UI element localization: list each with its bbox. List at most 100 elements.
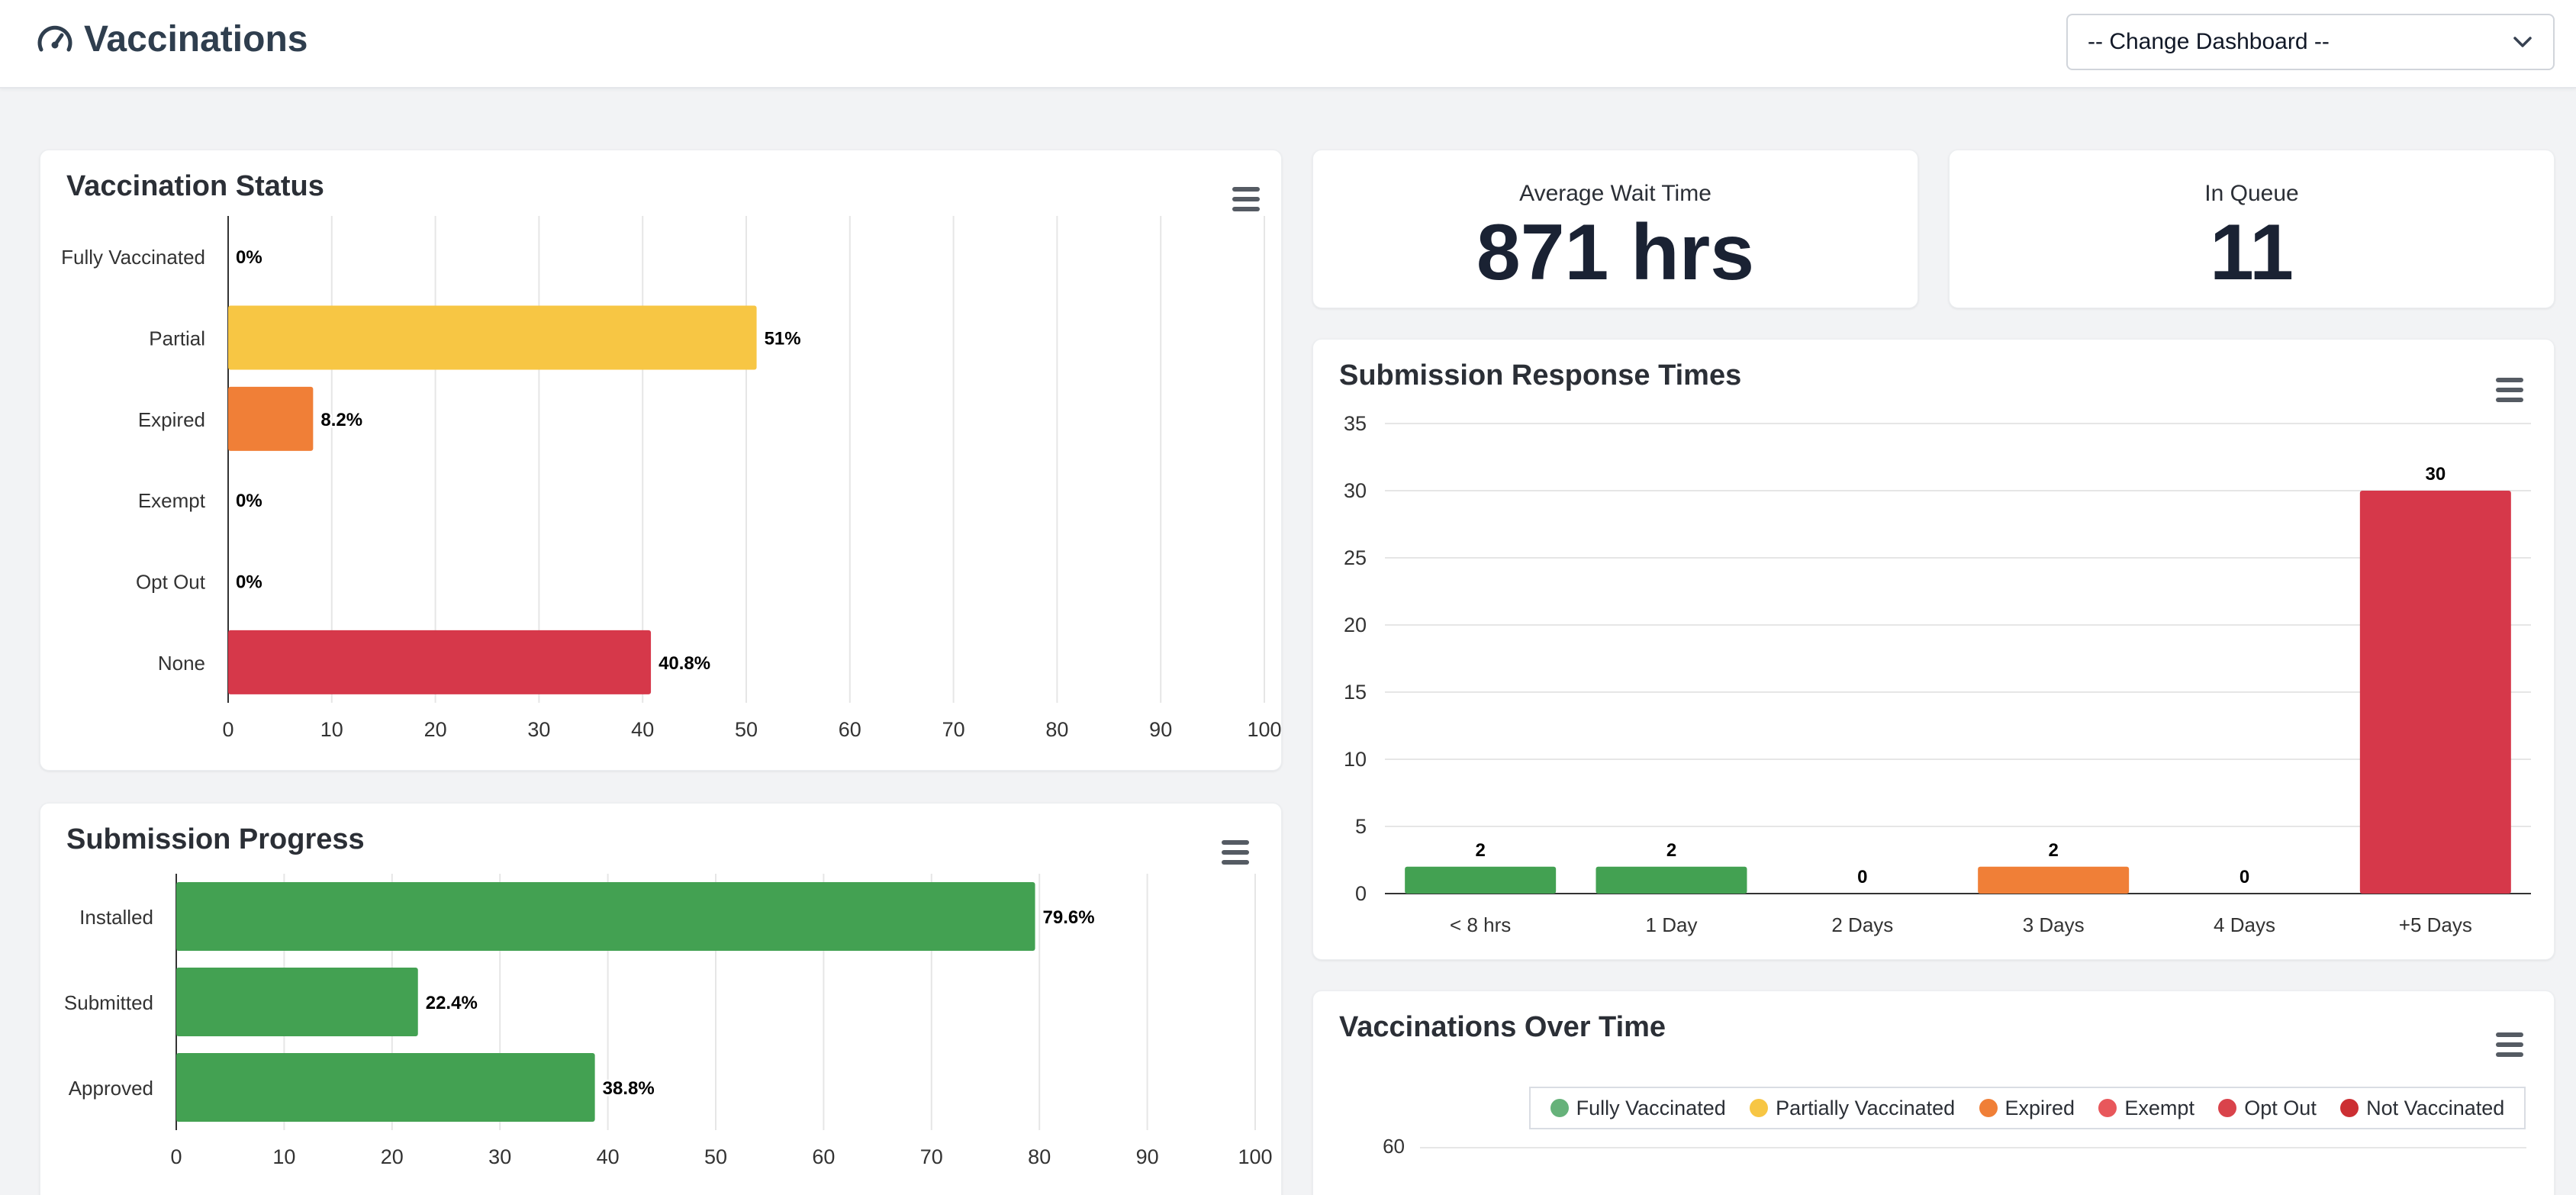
legend-label: Not Vaccinated [2366,1096,2505,1119]
vaccination-status-chart: 0 10 20 30 40 50 60 70 80 90 100 Fully Vaccinated 0%… [61,216,1281,741]
category-label: 4 Days [2214,913,2275,936]
x-tick-label: 90 [1149,718,1172,741]
data-label: 2 [1666,840,1676,861]
y-tick-label: 30 [1344,479,1367,502]
legend-item-fully-vaccinated[interactable]: Fully Vaccinated [1550,1097,1726,1120]
response-times-title: Submission Response Times [1339,359,1742,391]
legend-dot-opt-out [2218,1099,2237,1117]
data-label: 0 [1857,867,1867,887]
y-tick-label: 5 [1355,815,1367,838]
legend-item-partially-vaccinated[interactable]: Partially Vaccinated [1750,1097,1955,1120]
category-label: Approved [69,1077,153,1100]
category-label: Expired [138,408,205,431]
average-wait-time-card: Average Wait Time 871 hrs [1312,150,1918,308]
category-label: Exempt [138,489,206,512]
bar [176,968,418,1036]
category-label: Opt Out [136,571,206,594]
x-tick-label: 100 [1238,1145,1272,1168]
x-tick-label: 0 [222,718,233,741]
x-tick-label: 20 [381,1145,404,1168]
y-tick-label: 35 [1344,412,1367,435]
y-tick-label: 25 [1344,546,1367,569]
x-tick-label: 50 [704,1145,727,1168]
legend-dot-exempt [2098,1099,2117,1117]
change-dashboard-select[interactable]: -- Change Dashboard -- [2066,14,2555,70]
response-times-card: Submission Response Times 0 5 10 15 20 25 30 35… [1312,339,2555,960]
legend-label: Fully Vaccinated [1576,1096,1726,1119]
dashboard-gauge-icon [37,25,72,52]
in-queue-label: In Queue [2204,181,2299,206]
average-wait-time-label: Average Wait Time [1519,181,1711,206]
category-label: 1 Day [1646,913,1698,936]
legend-label: Opt Out [2244,1096,2317,1119]
x-tick-label: 40 [597,1145,620,1168]
bar [228,305,757,370]
data-label: 0% [236,247,262,268]
chart-menu-icon[interactable] [1231,187,1261,213]
legend-item-expired[interactable]: Expired [1979,1097,2075,1120]
response-times-chart: 0 5 10 15 20 25 30 35 2 < 8 hrs 2 1 Day 0 2 Days 2 3 Da… [1344,412,2531,936]
x-tick-label: 60 [839,718,861,741]
change-dashboard-value: -- Change Dashboard -- [2088,29,2330,54]
legend-dot-not-vaccinated [2340,1099,2359,1117]
submission-progress-card: Submission Progress 0 10 20 30 40 50 60 70 80 90 1… [40,803,1282,1195]
legend-item-not-vaccinated[interactable]: Not Vaccinated [2340,1097,2504,1120]
data-label: 0 [2240,867,2249,887]
gridline [1420,1147,2526,1148]
chart-menu-icon[interactable] [2494,1032,2525,1058]
data-label: 8.2% [320,410,362,430]
x-tick-label: 10 [272,1145,295,1168]
top-bar: Vaccinations -- Change Dashboard -- [0,0,2576,89]
y-tick-label: 15 [1344,681,1367,704]
category-label: Fully Vaccinated [61,246,205,269]
average-wait-time-value: 871 hrs [1476,208,1755,297]
data-label: 0% [236,491,262,511]
submission-progress-title: Submission Progress [66,823,365,855]
x-tick-label: 30 [527,718,550,741]
category-label: 3 Days [2023,913,2085,936]
x-tick-label: 100 [1247,718,1281,741]
x-tick-label: 70 [920,1145,943,1168]
data-label: 2 [2048,840,2058,861]
category-label: < 8 hrs [1450,913,1511,936]
legend-label: Partially Vaccinated [1776,1096,1956,1119]
x-tick-label: 80 [1045,718,1068,741]
page-header: Vaccinations [37,15,308,63]
data-label: 51% [765,329,801,349]
legend-dot-partially-vaccinated [1750,1099,1769,1117]
in-queue-value: 11 [2210,208,2294,297]
x-tick-label: 50 [735,718,758,741]
chart-legend: Fully Vaccinated Partially Vaccinated Ex… [1529,1087,2526,1129]
legend-dot-expired [1979,1099,1998,1117]
legend-item-exempt[interactable]: Exempt [2098,1097,2194,1120]
y-tick-label: 0 [1355,882,1367,905]
category-label: +5 Days [2399,913,2472,936]
in-queue-card: In Queue 11 [1949,150,2555,308]
x-tick-label: 40 [631,718,654,741]
data-label: 30 [2425,464,2446,485]
x-tick-label: 30 [488,1145,511,1168]
bar [176,1053,595,1122]
vaccinations-over-time-title: Vaccinations Over Time [1339,1011,1666,1043]
y-tick-label: 10 [1344,748,1367,771]
chart-menu-icon[interactable] [1220,840,1251,866]
legend-dot-fully-vaccinated [1550,1099,1569,1117]
x-tick-label: 70 [942,718,965,741]
chevron-down-icon [2513,37,2532,47]
data-label: 79.6% [1043,907,1095,928]
vaccination-status-card: Vaccination Status 0 10 20 30 40 50 60 70 80 90 10… [40,150,1282,771]
data-label: 2 [1475,840,1485,861]
legend-item-opt-out[interactable]: Opt Out [2218,1097,2317,1120]
data-label: 40.8% [658,653,710,674]
bar [1978,866,2130,894]
x-tick-label: 10 [320,718,343,741]
x-tick-label: 60 [812,1145,835,1168]
category-label: Submitted [64,991,153,1014]
chart-menu-icon[interactable] [2494,378,2525,404]
x-tick-label: 20 [424,718,447,741]
bar [2359,491,2511,894]
legend-label: Exempt [2124,1096,2194,1119]
page-title: Vaccinations [84,18,308,60]
category-label: Partial [149,327,205,350]
bar [176,882,1035,951]
